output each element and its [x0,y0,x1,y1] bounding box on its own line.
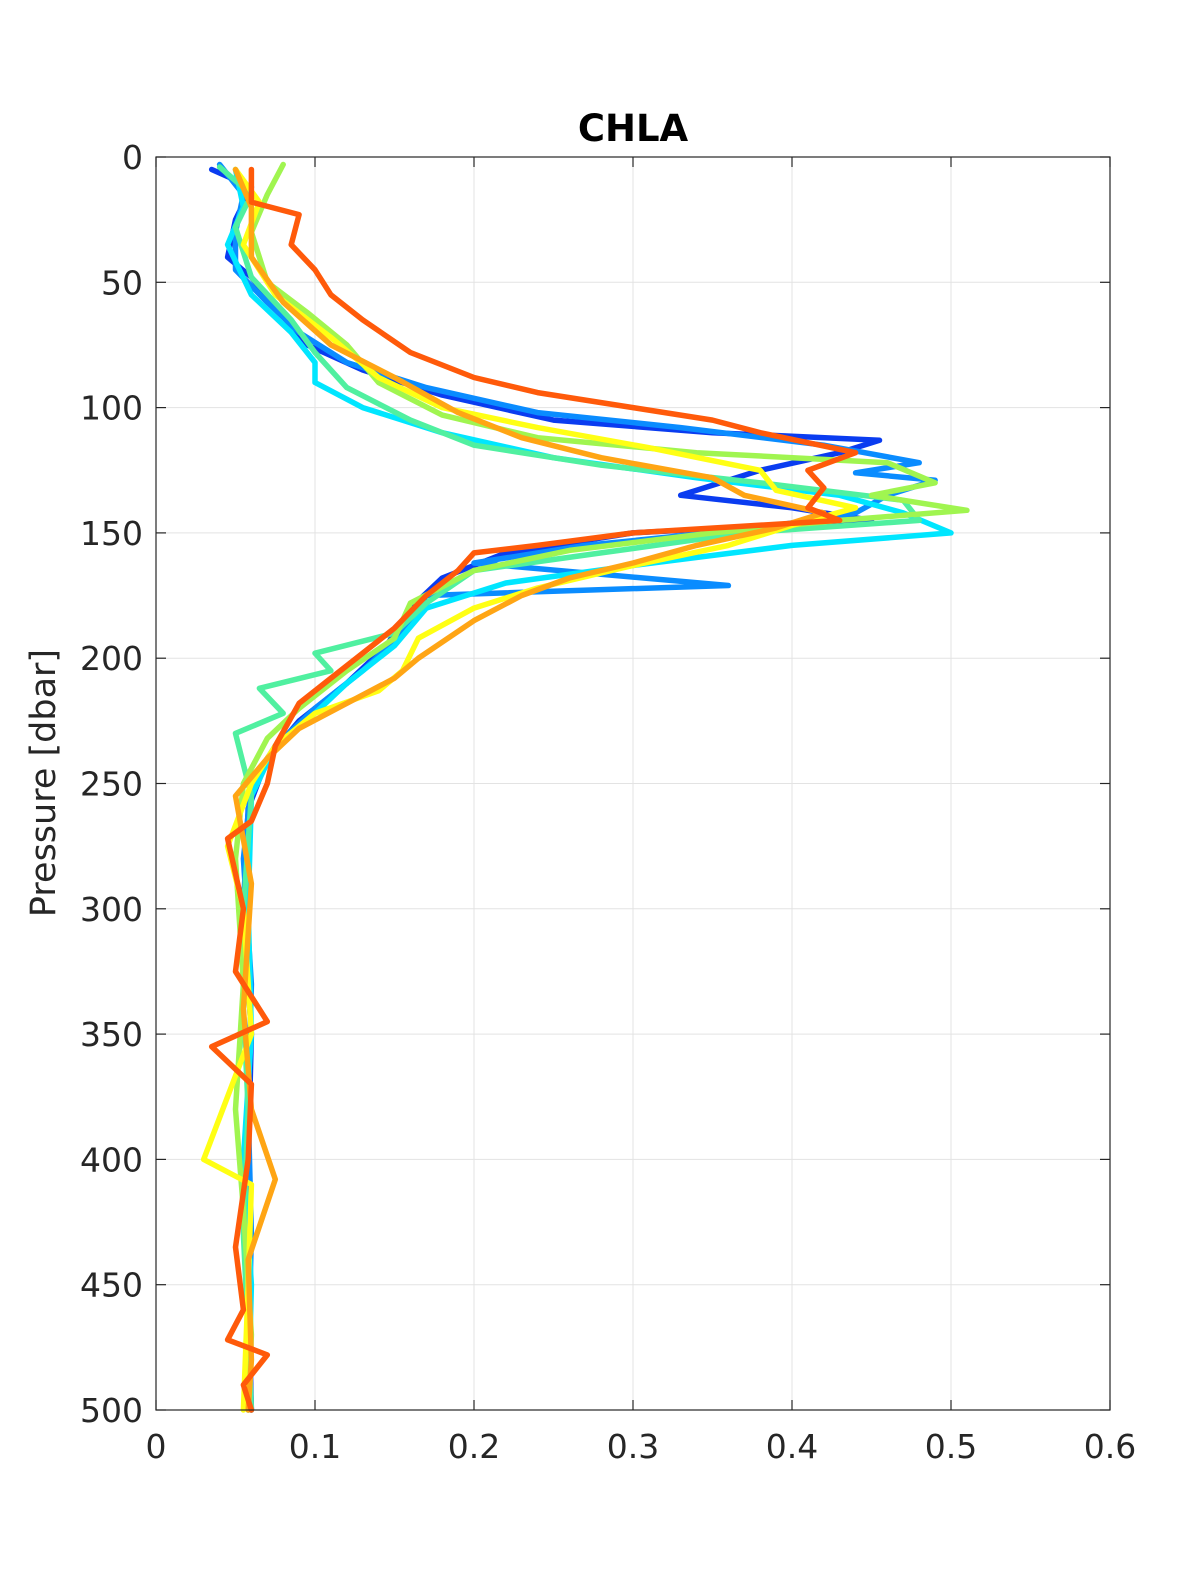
y-tick-label: 250 [80,765,143,804]
y-tick-label: 500 [80,1391,143,1430]
x-tick-labels: 0 0.1 0.2 0.3 0.4 0.5 0.6 [146,1427,1137,1466]
series-layer [200,161,970,1413]
x-tick-label: 0.1 [289,1427,341,1466]
x-tick-label: 0.4 [766,1427,818,1466]
profile-line-6 [200,166,859,1413]
chart-title: CHLA [578,107,689,150]
y-tick-label: 50 [101,263,143,302]
x-tick-label: 0.3 [607,1427,659,1466]
y-tick-label: 300 [80,890,143,929]
y-tick-label: 100 [80,389,143,428]
x-tick-label: 0 [146,1427,167,1466]
y-tick-label: 0 [122,138,143,177]
profile-line-2 [216,161,938,1413]
y-tick-label: 400 [80,1140,143,1179]
x-tick-label: 0.2 [448,1427,500,1466]
y-tick-label: 450 [80,1266,143,1305]
y-tick-label: 350 [80,1015,143,1054]
profile-line-7 [232,166,827,1413]
y-axis-label: Pressure [dbar] [24,649,64,917]
y-tick-labels: 0 50 100 150 200 250 300 350 400 450 500 [80,138,143,1430]
x-tick-label: 0.6 [1084,1427,1136,1466]
profile-line-8 [208,166,859,1413]
tick-marks [155,156,1111,1411]
y-tick-label: 150 [80,514,143,553]
y-tick-label: 200 [80,639,143,678]
x-tick-label: 0.5 [925,1427,977,1466]
